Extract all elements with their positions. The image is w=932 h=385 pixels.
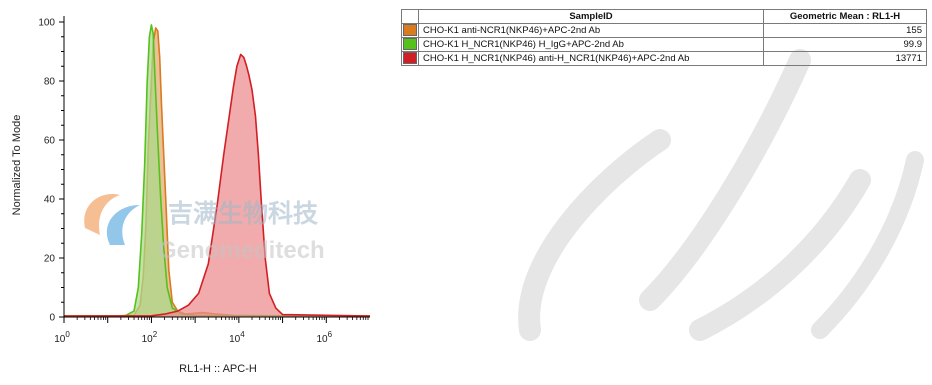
watermark-logo: 吉满生物科技 Genomeditech	[84, 194, 325, 264]
legend-geomean-value: 13771	[763, 51, 927, 66]
y-axis-label: Normalized To Mode	[11, 115, 23, 216]
x-tick-label: 106	[316, 330, 332, 345]
x-tick-label: 102	[142, 330, 158, 345]
legend-row: CHO-K1 anti-NCR1(NKP46)+APC-2nd Ab 155	[401, 23, 927, 38]
legend-geomean-value: 99.9	[763, 37, 927, 52]
y-tick-label: 60	[44, 136, 56, 147]
legend-sample-name: CHO-K1 H_NCR1(NKP46) anti-H_NCR1(NKP46)+…	[418, 51, 764, 66]
histogram-fill-2	[64, 54, 370, 318]
legend-header-sampleid: SampleID	[418, 9, 764, 24]
legend-header-swatch	[401, 9, 419, 24]
y-tick-label: 20	[44, 254, 56, 265]
legend-header-geomean: Geometric Mean : RL1-H	[763, 9, 927, 24]
watermark-text-cn: 吉满生物科技	[168, 199, 318, 228]
legend-row: CHO-K1 H_NCR1(NKP46) H_IgG+APC-2nd Ab 99…	[401, 37, 927, 52]
watermark-strokes	[518, 49, 924, 341]
x-tick-label: 104	[229, 330, 245, 345]
y-tick-label: 0	[49, 313, 55, 324]
histogram-line-1	[63, 24, 371, 317]
y-tick-label: 40	[44, 195, 56, 206]
legend-sample-name: CHO-K1 anti-NCR1(NKP46)+APC-2nd Ab	[418, 23, 764, 38]
x-axis-label: RL1-H :: APC-H	[179, 363, 257, 375]
legend-header-row: SampleID Geometric Mean : RL1-H	[401, 9, 927, 24]
watermark-text-en: Genomeditech	[158, 237, 325, 264]
legend-geomean-value: 155	[763, 23, 927, 38]
legend-table: SampleID Geometric Mean : RL1-H CHO-K1 a…	[401, 9, 927, 66]
y-tick-label: 100	[38, 18, 55, 29]
legend-sample-name: CHO-K1 H_NCR1(NKP46) H_IgG+APC-2nd Ab	[418, 37, 764, 52]
y-tick-label: 80	[44, 77, 56, 88]
logo-swoosh-orange	[84, 194, 120, 235]
legend-swatch-green	[403, 38, 417, 51]
legend-row: CHO-K1 H_NCR1(NKP46) anti-H_NCR1(NKP46)+…	[401, 51, 927, 66]
legend-swatch-red	[403, 52, 417, 65]
legend-swatch-orange	[403, 24, 417, 37]
x-tick-label: 100	[54, 330, 70, 345]
histogram-line-2	[63, 53, 371, 317]
logo-swoosh-blue	[106, 205, 140, 245]
